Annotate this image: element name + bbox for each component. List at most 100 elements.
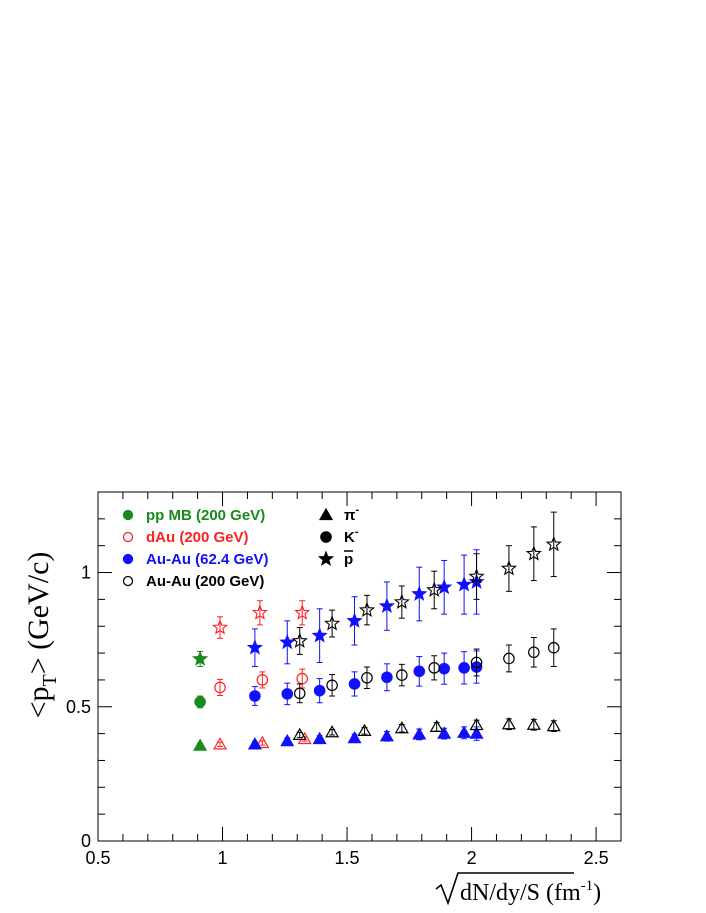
sqrt-sign	[435, 872, 574, 906]
y-tick-label: 0.5	[66, 697, 91, 717]
series	[291, 511, 562, 655]
y-axis-label-close: > (GeV/c)	[22, 552, 55, 675]
data-point	[313, 684, 326, 697]
data-point	[280, 733, 295, 747]
y-axis-title: <pT> (GeV/c)	[22, 552, 61, 719]
data-point	[547, 641, 560, 654]
series	[246, 549, 485, 667]
legend-label: Au-Au (62.4 GeV)	[146, 551, 269, 568]
data-point	[348, 678, 361, 690]
data-point	[346, 612, 363, 628]
data-point	[323, 615, 341, 631]
legend-label: Au-Au (200 GeV)	[146, 573, 264, 590]
data-point	[212, 737, 228, 750]
legend-marker	[320, 531, 332, 543]
legend-label-sup: -	[355, 504, 359, 516]
y-axis-label: <p	[22, 687, 55, 719]
data-point	[311, 627, 328, 643]
x-tick-label: 2.5	[584, 848, 609, 868]
svg-text:dN/dy/S (fm-1): dN/dy/S (fm-1)	[460, 878, 601, 906]
data-point	[455, 576, 473, 592]
series	[191, 650, 209, 667]
legend-marker	[122, 531, 134, 543]
data-point	[437, 726, 452, 739]
series	[247, 725, 484, 750]
legend-label: dAu (200 GeV)	[146, 529, 249, 546]
series	[214, 668, 309, 696]
series	[292, 717, 561, 741]
data-point	[438, 662, 450, 675]
series	[193, 738, 208, 751]
data-point	[396, 669, 408, 681]
data-point	[291, 632, 308, 648]
data-point	[214, 681, 226, 694]
x-axis-label-sup: -1	[581, 878, 594, 894]
data-point	[378, 597, 396, 613]
x-tick-label: 2	[467, 848, 477, 868]
data-point	[428, 662, 441, 674]
data-point	[381, 671, 393, 684]
data-point	[292, 727, 307, 741]
data-point	[469, 726, 484, 739]
legend-marker	[318, 507, 334, 521]
data-point	[469, 717, 484, 731]
data-point	[297, 731, 312, 745]
data-point	[191, 650, 209, 666]
data-point	[528, 646, 540, 659]
series	[194, 695, 206, 709]
data-point	[281, 688, 294, 700]
x-tick-label: 1	[218, 848, 228, 868]
data-point	[436, 578, 453, 595]
x-axis-label: dN/dy/S (fm	[460, 880, 581, 906]
legend-marker	[122, 509, 134, 521]
data-point	[546, 718, 561, 732]
legend-label-sup: -	[355, 526, 359, 538]
data-point	[247, 737, 262, 750]
data-point	[525, 545, 542, 561]
series	[293, 628, 560, 704]
y-tick-label: 0	[81, 831, 91, 851]
data-point	[358, 601, 376, 618]
data-point	[500, 559, 518, 576]
data-point	[246, 639, 264, 655]
data-point	[194, 696, 206, 708]
data-point	[393, 593, 410, 609]
series	[249, 650, 483, 706]
data-point	[457, 725, 472, 738]
x-axis-label-close: )	[593, 880, 601, 906]
data-point	[357, 723, 372, 737]
x-axis-title: dN/dy/S (fm-1)	[435, 872, 601, 906]
data-point	[325, 725, 340, 738]
data-point	[256, 674, 269, 686]
plot-frame	[97, 491, 622, 842]
y-tick-label: 1	[81, 563, 91, 583]
data-point	[413, 665, 426, 678]
data-point	[379, 729, 394, 742]
data-point	[458, 662, 470, 674]
x-tick-label: 1.5	[335, 848, 360, 868]
data-point	[429, 719, 444, 733]
data-point	[394, 721, 409, 734]
data-point	[249, 690, 261, 702]
data-point	[526, 717, 541, 730]
legend: pp MB (200 GeV) dAu (200 GeV) Au-Au (62.4 …	[122, 504, 359, 590]
axis-ticks	[97, 491, 622, 842]
data-point	[279, 633, 296, 650]
svg-text:<pT> (GeV/c): <pT> (GeV/c)	[22, 552, 61, 719]
data-point	[468, 568, 485, 584]
data-point	[211, 619, 229, 635]
data-point	[255, 735, 270, 749]
data-point	[501, 717, 516, 730]
data-point	[193, 738, 208, 751]
data-point	[312, 731, 327, 745]
legend-label: K-	[344, 526, 359, 546]
legend-label: pp MB (200 GeV)	[146, 507, 265, 524]
data-point	[412, 727, 427, 740]
data-point	[251, 604, 268, 620]
data-point	[347, 730, 362, 744]
legend-marker	[122, 575, 134, 587]
series	[211, 600, 311, 639]
data-point	[294, 604, 311, 620]
legend-label: π-	[344, 504, 359, 524]
data-point	[326, 679, 338, 692]
